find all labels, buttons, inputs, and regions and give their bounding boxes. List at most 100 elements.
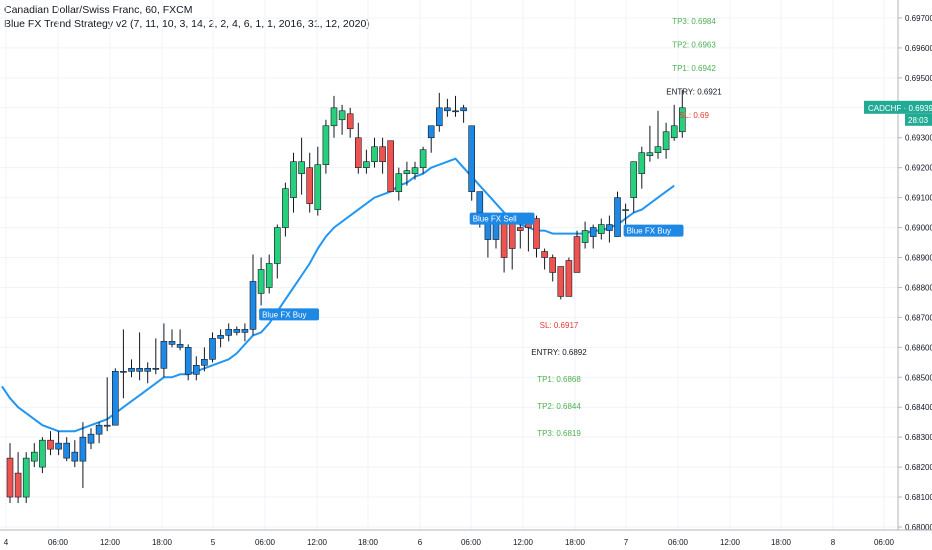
candle-body [290,161,297,198]
candle-body [273,227,281,264]
candle-body [136,368,143,372]
candle [646,125,654,162]
candle [419,146,427,174]
candle-body [176,344,184,348]
signals: Blue FX Buy Blue FX Sell Blue FX Buy [259,212,684,321]
candle-body [144,368,151,372]
candle-body [193,365,200,375]
trend-line-path [1,157,675,433]
candle-body [330,107,338,127]
x-tick-label: 06:00 [874,538,895,547]
candle [444,98,451,117]
indicator-title: Blue FX Trend Strategy v2 (7, 11, 10, 3,… [4,18,370,30]
candle [638,146,646,189]
x-tick-label: 12:00 [307,538,328,547]
candle [87,428,95,450]
level-label-tp: TP2: 0.6844 [537,402,581,411]
candle-body [120,370,127,373]
candle-body [233,329,241,333]
y-tick-label: 0.68000 [905,523,932,532]
candle [249,254,257,336]
candle-body [573,236,581,273]
candle [387,140,395,192]
candle [468,125,476,201]
x-tick-label: 06:00 [668,538,689,547]
signal-label: Blue FX Sell [469,212,535,225]
candle [55,431,62,456]
candle-body [403,170,411,174]
level-label-tp: TP3: 0.6819 [537,429,581,438]
candle [30,443,38,468]
candle [363,149,370,174]
candle [112,368,119,426]
candle [589,224,597,249]
x-tick-label: 8 [831,538,836,547]
candle [597,218,605,240]
candle-body [646,152,654,157]
x-tick-label: 06:00 [461,538,482,547]
y-tick-label: 0.68500 [905,373,932,382]
candle-body [468,125,476,192]
level-label-entry: ENTRY: 0.6921 [666,88,722,97]
candle-body [6,457,14,498]
x-tick-label: 6 [418,538,423,547]
candle-body [654,146,662,154]
candle [103,377,111,432]
candle-body [257,269,265,294]
candle [273,224,281,279]
candle [662,122,670,159]
candle [120,329,127,399]
candle-body [379,146,386,162]
x-tick-label: 18:00 [358,538,379,547]
candle-body [298,161,305,174]
candle-body [128,368,135,372]
candle-body [614,197,621,237]
candle [403,161,411,186]
candle [354,122,362,174]
y-tick-label: 0.69700 [905,14,932,23]
candle [541,248,548,270]
candle-body [47,439,54,450]
candle [573,230,581,273]
trade-levels: TP3: 0.6984 TP2: 0.6963 TP1: 0.6942 ENTRY: … [531,17,722,438]
candle [630,161,638,213]
candle-body [516,227,524,231]
candle [314,146,322,216]
candle-body [22,457,30,498]
candle [136,332,143,381]
candle [460,104,467,123]
candle [152,338,160,375]
candle [47,431,54,456]
candle-body [14,472,22,498]
candle-body [363,161,370,168]
candles [6,89,686,504]
candle [371,137,378,168]
candle-body [427,125,435,139]
x-tick-label: 06:00 [255,538,276,547]
candle-body [662,131,670,151]
candle [346,107,354,138]
candle [144,362,151,384]
candle [282,182,289,237]
candle-body [533,218,540,249]
y-tick-label: 0.68200 [905,463,932,472]
candle [411,161,419,180]
candle [435,92,443,132]
candle [168,329,176,348]
signal-label-text: Blue FX Sell [473,215,517,224]
candle-body [338,110,346,121]
candle-body [557,266,565,297]
candle-body [606,224,613,231]
chart-header: Canadian Dollar/Swiss Franc, 60, FXCM Bl… [4,3,370,31]
price-tag-text: CADCHF · 0.69397 [868,104,932,113]
candle [654,110,662,159]
candle-body [549,257,557,273]
signal-label-text: Blue FX Buy [627,227,671,236]
grid [0,0,898,530]
candle-body [460,107,467,112]
candle [128,359,135,378]
candle-body [541,251,548,258]
candle-body [589,227,597,237]
candle-body [411,167,419,174]
